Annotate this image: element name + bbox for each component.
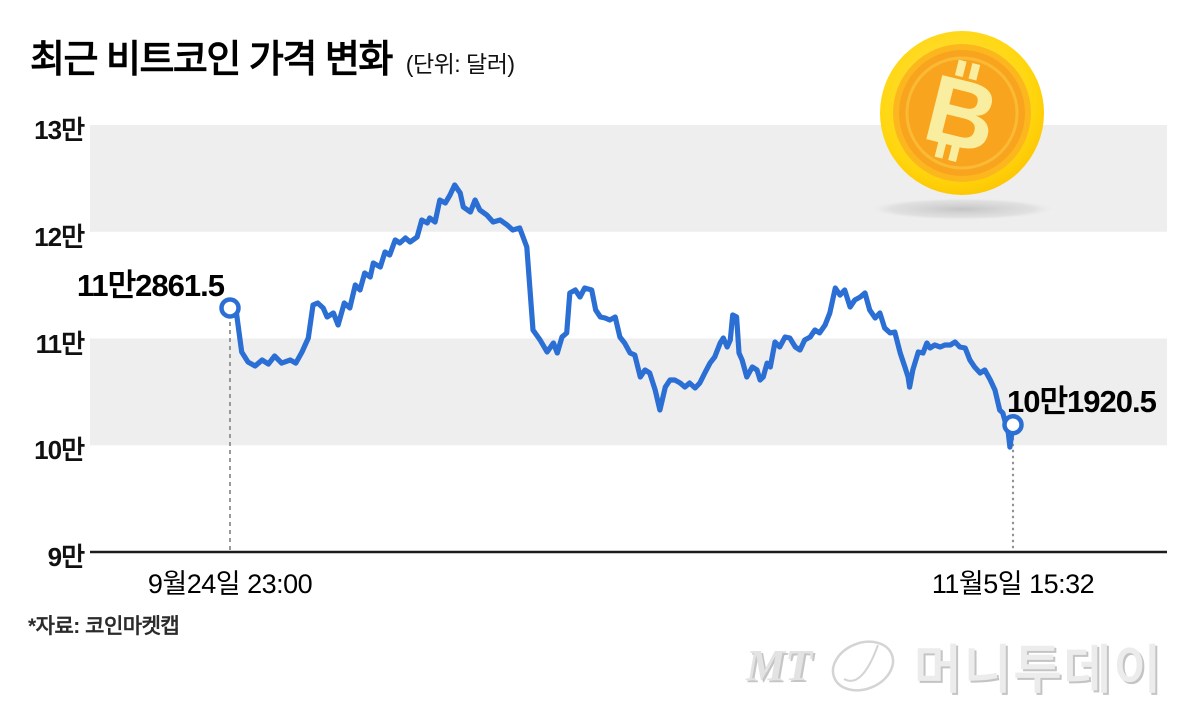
page-title: 최근 비트코인 가격 변화: [30, 39, 393, 81]
price-line: [227, 182, 1016, 450]
header: 최근 비트코인 가격 변화 (단위: 달러): [30, 28, 515, 83]
moneytoday-logo: MT 머니투데이: [746, 628, 1163, 703]
chart-band: [90, 338, 1167, 446]
moneytoday-wordmark: 머니투데이: [914, 642, 1164, 700]
start-marker: [219, 297, 241, 319]
unit-note: (단위: 달러): [405, 51, 515, 77]
end-price-label: 10만1920.5: [1007, 383, 1157, 419]
start-price-label: 11만2861.5: [76, 267, 225, 303]
x-tick-label: 11월5일 15:32: [931, 569, 1095, 599]
y-tick-label: 9만: [47, 542, 85, 572]
moneytoday-emblem-icon: [831, 639, 895, 692]
y-tick-label: 12만: [34, 221, 85, 252]
coin-shadow: [860, 197, 1064, 221]
y-tick-label: 13만: [34, 115, 85, 145]
y-tick-label: 10만: [34, 435, 85, 466]
y-tick-label: 11만: [35, 328, 85, 359]
bitcoin-coin-icon: B: [860, 31, 1064, 221]
end-marker: [1002, 413, 1024, 436]
source-note: *자료: 코인마켓캡: [28, 615, 180, 638]
mt-monogram: MT: [746, 641, 812, 690]
x-tick-label: 9월24일 23:00: [147, 569, 313, 599]
